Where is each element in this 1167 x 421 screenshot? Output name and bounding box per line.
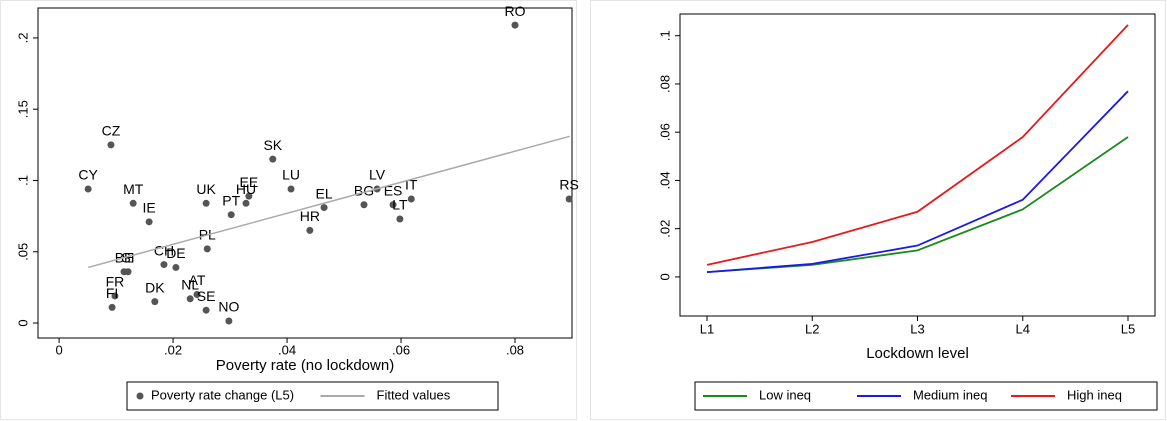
scatter-point [151,298,159,306]
point-label: HU [236,181,256,197]
y-tick-label: 0 [15,319,30,326]
x-axis-label: Lockdown level [866,345,969,362]
point-label: LT [392,197,408,213]
scatter-point [107,141,115,149]
scatter-point [306,226,314,234]
point-label: SE [197,288,216,304]
scatter-point [320,204,328,212]
point-label: FI [106,285,118,301]
point-label: NO [218,299,239,315]
scatter-point [108,303,116,311]
point-label: EL [316,185,333,201]
scatter-point [193,291,201,299]
point-label: PT [222,192,240,208]
point-label: UK [196,181,216,197]
x-axis-label: Poverty rate (no lockdown) [216,357,394,374]
scatter-point [396,215,404,223]
y-tick-label: .04 [657,171,672,189]
point-label: MT [123,181,144,197]
scatter-point [225,317,233,325]
y-tick-label: .06 [657,123,672,141]
x-tick-label: L1 [700,321,714,336]
point-label: CH [154,242,174,258]
y-tick-label: .1 [15,175,30,186]
x-tick-label: .02 [164,342,182,357]
x-tick-label: L4 [1016,321,1030,336]
legend-box [126,381,499,411]
legend-swatch [136,392,144,400]
legend-label: Poverty rate change (L5) [151,387,294,402]
panel-border [590,0,1166,420]
scatter-point [389,201,397,209]
scatter-point [565,195,573,203]
y-tick-label: .1 [657,30,672,41]
point-label: AT [189,272,206,288]
scatter-point [360,201,368,209]
x-tick-label: L2 [805,321,819,336]
scatter-point [202,306,210,314]
legend-label: Fitted values [377,387,451,402]
legend-label: Low ineq [759,387,811,402]
scatter-point [202,199,210,207]
plot-area [679,13,1156,317]
point-label: LV [369,167,386,183]
point-label: NL [181,277,199,293]
x-tick-label: 0 [55,342,62,357]
point-label: DE [166,245,185,261]
line-series [706,90,1129,273]
point-label: EE [240,174,259,190]
point-label: FR [106,274,125,290]
y-tick-label: 0 [657,273,672,280]
point-label: DK [145,279,165,295]
scatter-point [407,195,415,203]
scatter-point [269,155,277,163]
x-tick-label: .06 [392,342,410,357]
scatter-point [245,192,253,200]
x-tick-label: L5 [1121,321,1135,336]
scatter-point [172,263,180,271]
legend-box [694,381,1158,411]
scatter-point [124,268,132,276]
legend-label: Medium ineq [913,387,987,402]
plot-area [37,7,573,339]
point-label: RO [505,3,526,19]
x-tick-label: .08 [506,342,524,357]
legend-label: High ineq [1067,387,1122,402]
x-tick-label: L3 [910,321,924,336]
point-label: HR [300,208,320,224]
scatter-point [111,292,119,300]
scatter-point [203,245,211,253]
point-label: RS [559,177,578,193]
y-tick-label: .2 [15,33,30,44]
scatter-point [287,185,295,193]
scatter-point [242,199,250,207]
scatter-point [160,261,168,269]
scatter-point [145,218,153,226]
point-label: CY [78,167,98,183]
x-tick-label: .04 [278,342,296,357]
panel-border [0,0,577,420]
y-tick-label: .08 [657,75,672,93]
point-label: CZ [102,123,121,139]
scatter-point [511,21,519,29]
scatter-point [227,211,235,219]
y-tick-label: .15 [15,100,30,118]
scatter-point [84,185,92,193]
y-tick-label: .05 [15,243,30,261]
scatter-point [186,295,194,303]
point-label: IE [143,200,156,216]
line-series [706,24,1129,266]
scatter-point [129,199,137,207]
point-label: LU [282,167,300,183]
point-label: SK [263,137,282,153]
point-label: SI [121,249,134,265]
y-tick-label: .02 [657,220,672,238]
fitted-line [87,135,570,269]
